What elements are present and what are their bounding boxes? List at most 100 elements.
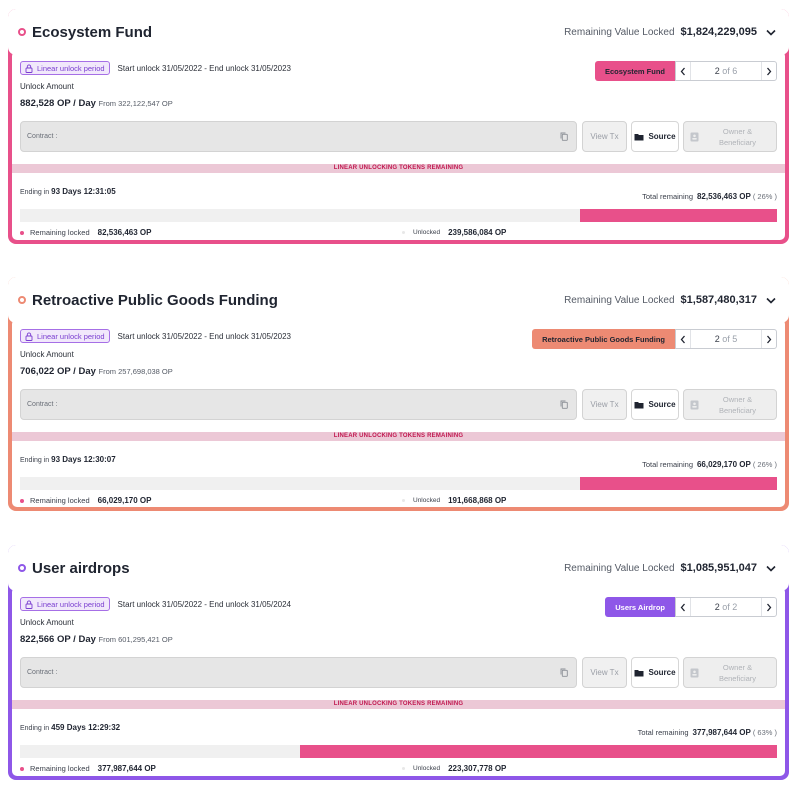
chevron-down-icon[interactable] — [765, 562, 777, 574]
unlocked-value: 239,586,084 OP — [448, 228, 507, 237]
copy-icon[interactable] — [560, 400, 568, 409]
chevron-right-icon[interactable] — [762, 330, 776, 348]
chevron-down-icon[interactable] — [765, 294, 777, 306]
owner-label: Owner & Beneficiary — [699, 394, 776, 416]
allocation-tag: Users Airdrop — [605, 597, 675, 617]
owner-label-line1: Owner & — [722, 662, 753, 672]
period-badge: Linear unlock period — [20, 597, 110, 611]
remaining-value-locked: Remaining Value Locked $1,587,480,317 — [564, 294, 777, 306]
vesting-card: Retroactive Public Goods Funding Remaini… — [8, 277, 789, 511]
period-badge-label: Linear unlock period — [37, 331, 105, 341]
total-remaining-pct: ( 63% ) — [752, 728, 777, 737]
unlock-period-text: Start unlock 31/05/2022 - End unlock 31/… — [117, 63, 292, 73]
total-remaining-label: Total remaining — [642, 192, 693, 201]
total-remaining-value: 66,029,170 OP — [696, 460, 751, 469]
view-tx-button[interactable]: View Tx — [582, 121, 627, 152]
from-label: From — [98, 99, 117, 108]
pager-of: of — [722, 66, 730, 76]
pager-text: 2 of 5 — [690, 330, 762, 348]
owner-icon — [690, 132, 699, 141]
unlock-rate: 706,022 OP / Day From 257,698,038 OP — [20, 366, 173, 377]
pager-current: 2 — [714, 334, 720, 344]
rate-suffix: / Day — [70, 634, 96, 645]
owner-beneficiary-button[interactable]: Owner & Beneficiary — [683, 121, 777, 152]
chevron-left-icon[interactable] — [676, 62, 690, 80]
card-body: Linear unlock period Start unlock 31/05/… — [12, 587, 785, 776]
chevron-down-icon[interactable] — [765, 26, 777, 38]
pager-current: 2 — [714, 66, 720, 76]
contract-field[interactable]: Contract : — [20, 121, 577, 152]
progress-bar-remaining — [300, 745, 777, 758]
remaining-dot-icon — [20, 498, 24, 503]
card-header[interactable]: User airdrops Remaining Value Locked $1,… — [8, 545, 789, 591]
allocation-tag: Ecosystem Fund — [594, 61, 675, 81]
card-body: Linear unlock period Start unlock 31/05/… — [12, 51, 785, 240]
legend-unlocked: Unlocked 223,307,778 OP — [402, 764, 506, 773]
contract-label: Contract : — [27, 669, 58, 676]
chevron-right-icon[interactable] — [762, 598, 776, 616]
source-button[interactable]: Source — [631, 657, 679, 688]
pager-current: 2 — [714, 602, 720, 612]
ending-in-label: Ending in — [20, 725, 50, 732]
linear-unlocking-banner: LINEAR UNLOCKING TOKENS REMAINING — [12, 164, 785, 173]
pager-total: 2 — [732, 602, 738, 612]
pager-total: 5 — [732, 334, 738, 344]
from-amount: 601,295,421 OP — [118, 635, 173, 644]
owner-beneficiary-button[interactable]: Owner & Beneficiary — [683, 389, 777, 420]
contract-field[interactable]: Contract : — [20, 389, 577, 420]
chevron-right-icon[interactable] — [762, 62, 776, 80]
rate-from: From 257,698,038 OP — [99, 367, 173, 376]
owner-label-line1: Owner & — [722, 394, 753, 404]
contract-label: Contract : — [27, 401, 58, 408]
remaining-value-locked-amount: $1,587,480,317 — [680, 294, 757, 306]
ending-in-label: Ending in — [20, 189, 50, 196]
copy-icon[interactable] — [560, 132, 568, 141]
pager-of: of — [722, 334, 730, 344]
remaining-locked-label: Remaining locked — [30, 228, 90, 237]
allocation-pager: Retroactive Public Goods Funding 2 of 5 — [532, 329, 777, 349]
progress-bar — [20, 477, 777, 490]
contract-label: Contract : — [27, 133, 58, 140]
unlocked-label: Unlocked — [413, 229, 441, 236]
pager-total: 6 — [732, 66, 738, 76]
unlock-period-row: Linear unlock period Start unlock 31/05/… — [20, 61, 291, 75]
card-header[interactable]: Ecosystem Fund Remaining Value Locked $1… — [8, 9, 789, 55]
owner-label-line1: Owner & — [722, 126, 753, 136]
rate-from: From 322,122,547 OP — [99, 99, 173, 108]
card-header[interactable]: Retroactive Public Goods Funding Remaini… — [8, 277, 789, 323]
owner-label-line2: Beneficiary — [718, 137, 757, 147]
total-remaining-value: 377,987,644 OP — [692, 728, 751, 737]
unlock-period-text: Start unlock 31/05/2022 - End unlock 31/… — [117, 331, 292, 341]
vesting-card: Ecosystem Fund Remaining Value Locked $1… — [8, 9, 789, 244]
legend-remaining-locked: Remaining locked 82,536,463 OP — [20, 228, 151, 237]
total-remaining-pct: ( 26% ) — [752, 192, 777, 201]
chevron-left-icon[interactable] — [676, 598, 690, 616]
rate-value: 822,566 OP — [20, 634, 71, 645]
source-button[interactable]: Source — [631, 389, 679, 420]
remaining-locked-label: Remaining locked — [30, 764, 90, 773]
period-badge: Linear unlock period — [20, 61, 110, 75]
total-remaining-label: Total remaining — [642, 460, 693, 469]
source-button[interactable]: Source — [631, 121, 679, 152]
ending-in-value: 459 Days 12:29:32 — [51, 723, 121, 732]
total-remaining: Total remaining 82,536,463 OP( 26% ) — [642, 192, 777, 201]
rate-value: 882,528 OP — [20, 98, 71, 109]
allocation-pager: Ecosystem Fund 2 of 6 — [594, 61, 777, 81]
unlock-period-text: Start unlock 31/05/2022 - End unlock 31/… — [117, 599, 292, 609]
unlocked-value: 223,307,778 OP — [448, 764, 507, 773]
progress-bar-remaining — [580, 477, 777, 490]
view-tx-button[interactable]: View Tx — [582, 389, 627, 420]
view-tx-button[interactable]: View Tx — [582, 657, 627, 688]
folder-icon — [634, 669, 644, 676]
chevron-left-icon[interactable] — [676, 330, 690, 348]
unlocked-label: Unlocked — [413, 765, 441, 772]
progress-bar — [20, 209, 777, 222]
lock-icon — [25, 64, 33, 73]
remaining-dot-icon — [20, 230, 24, 235]
copy-icon[interactable] — [560, 668, 568, 677]
from-label: From — [98, 367, 117, 376]
category-dot-icon — [18, 564, 26, 572]
legend-remaining-locked: Remaining locked 66,029,170 OP — [20, 496, 151, 505]
contract-field[interactable]: Contract : — [20, 657, 577, 688]
owner-beneficiary-button[interactable]: Owner & Beneficiary — [683, 657, 777, 688]
